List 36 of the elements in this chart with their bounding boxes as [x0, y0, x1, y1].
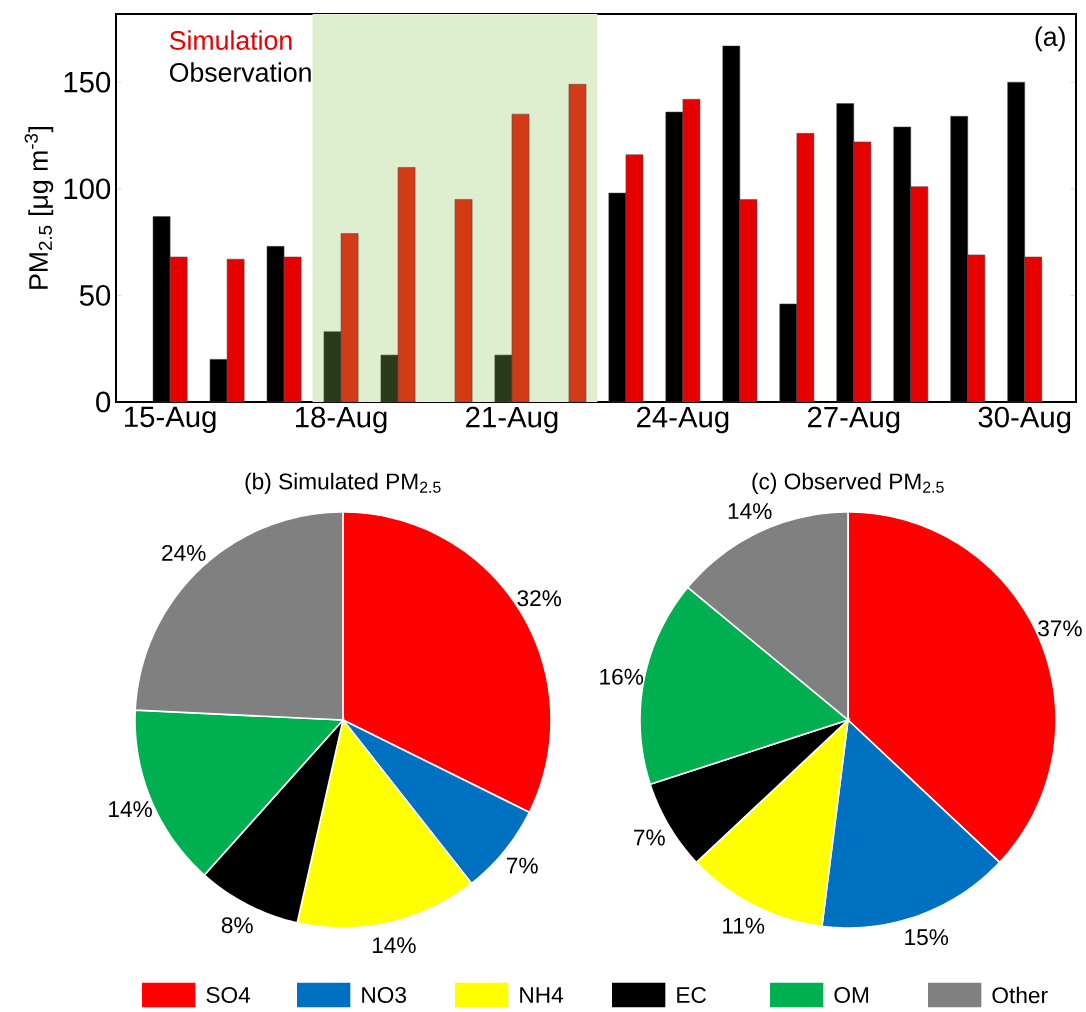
bar [568, 84, 587, 403]
text: Observation [169, 62, 311, 82]
text: Simulation [169, 30, 292, 50]
y-tick-label: 50 [79, 284, 111, 306]
x-tick-label: 18-Aug [295, 406, 387, 434]
x-tick-label: 15-Aug [125, 406, 216, 433]
y-tick-label: 0 [96, 391, 111, 413]
legend-label: NH4 [520, 987, 564, 1003]
x-tick-label: 21-Aug [466, 406, 558, 434]
legend-label: EC [677, 986, 707, 1004]
data-label: 14% [109, 801, 152, 818]
data-label: 24% [162, 544, 206, 561]
bar [454, 199, 473, 403]
data-label: 7% [506, 857, 538, 874]
x-tick-label: 24-Aug [637, 406, 729, 434]
x-tick-label: 27-Aug [808, 406, 900, 434]
annotation: (a) [1035, 26, 1065, 52]
data-label: 37% [1038, 620, 1082, 637]
legend-label: NO3 [362, 986, 406, 1004]
data-label: 16% [600, 668, 644, 685]
data-label: 8% [221, 917, 253, 934]
chart-title: (c) Observed PM$_{2.5}$ [752, 472, 944, 494]
y-axis-title: PM$_{2.5}$ [μg m$^{-3}$] [24, 126, 54, 289]
data-label: 11% [723, 917, 765, 934]
data-label: 7% [634, 829, 665, 846]
data-label: 15% [905, 929, 949, 946]
legend-label: OM [834, 986, 869, 1004]
y-tick-label: 150 [64, 71, 111, 93]
y-tick-label: 100 [64, 178, 111, 200]
data-label: 14% [372, 937, 416, 954]
data-label: 32% [517, 590, 562, 607]
legend-label: Other [992, 986, 1048, 1004]
data-label: 14% [728, 503, 772, 519]
legend-label: SO4 [206, 986, 251, 1004]
chart-title: (b) Simulated PM$_{2.5}$ [245, 472, 441, 494]
x-tick-label: 30-Aug [978, 406, 1071, 434]
